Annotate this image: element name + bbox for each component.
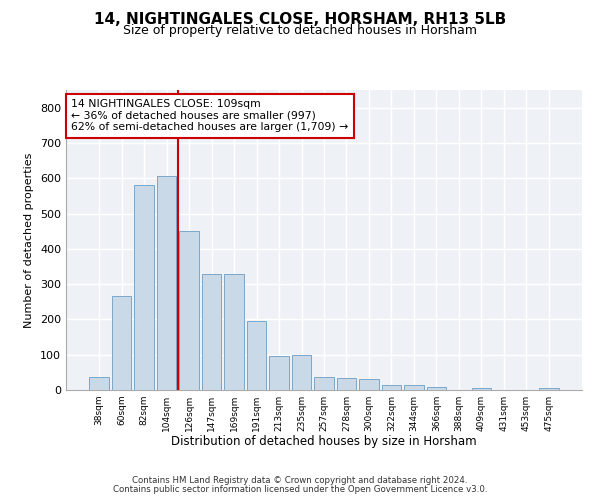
Bar xyxy=(179,231,199,390)
Text: Contains HM Land Registry data © Crown copyright and database right 2024.: Contains HM Land Registry data © Crown c… xyxy=(132,476,468,485)
Text: 14 NIGHTINGALES CLOSE: 109sqm
← 36% of detached houses are smaller (997)
62% of : 14 NIGHTINGALES CLOSE: 109sqm ← 36% of d… xyxy=(71,99,349,132)
Bar xyxy=(292,354,311,390)
Bar xyxy=(157,176,176,390)
Bar xyxy=(539,388,559,390)
Bar xyxy=(472,388,491,390)
Bar xyxy=(247,321,266,390)
Text: 14, NIGHTINGALES CLOSE, HORSHAM, RH13 5LB: 14, NIGHTINGALES CLOSE, HORSHAM, RH13 5L… xyxy=(94,12,506,28)
Y-axis label: Number of detached properties: Number of detached properties xyxy=(25,152,34,328)
Text: Size of property relative to detached houses in Horsham: Size of property relative to detached ho… xyxy=(123,24,477,37)
Text: Distribution of detached houses by size in Horsham: Distribution of detached houses by size … xyxy=(171,435,477,448)
Bar xyxy=(382,385,401,390)
Bar xyxy=(404,385,424,390)
Bar xyxy=(314,377,334,390)
Bar xyxy=(427,387,446,390)
Bar xyxy=(337,378,356,390)
Text: Contains public sector information licensed under the Open Government Licence v3: Contains public sector information licen… xyxy=(113,485,487,494)
Bar xyxy=(134,184,154,390)
Bar xyxy=(89,376,109,390)
Bar xyxy=(359,378,379,390)
Bar xyxy=(269,356,289,390)
Bar xyxy=(224,274,244,390)
Bar xyxy=(202,274,221,390)
Bar xyxy=(112,296,131,390)
